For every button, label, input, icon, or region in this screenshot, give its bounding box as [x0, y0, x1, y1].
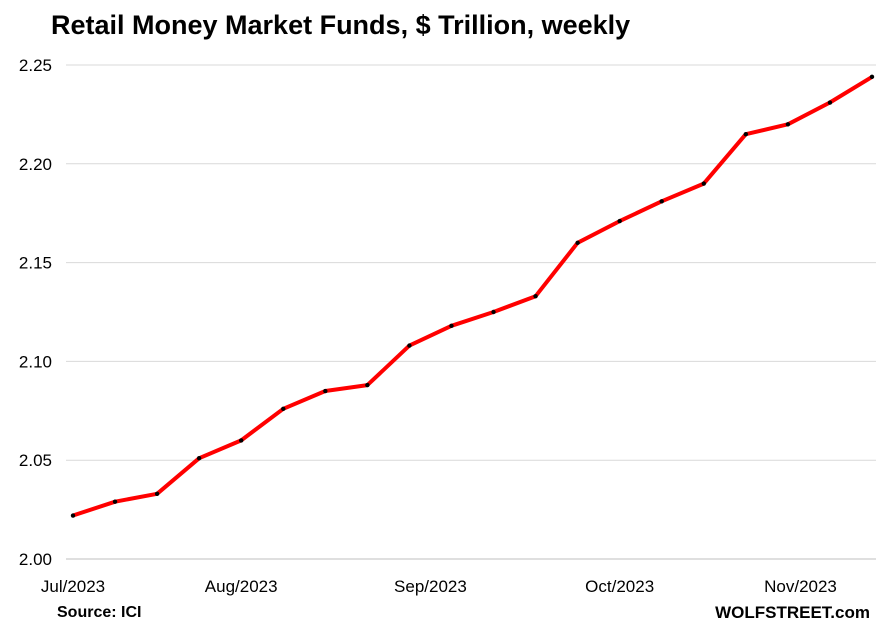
chart-title: Retail Money Market Funds, $ Trillion, w…: [51, 10, 631, 40]
y-axis-ticks: 2.00 2.05 2.10 2.15 2.20 2.25: [19, 56, 52, 569]
data-point: [701, 181, 706, 186]
data-point: [196, 456, 202, 461]
data-point: [407, 343, 412, 348]
x-tick-label: Aug/2023: [205, 577, 278, 596]
data-point: [154, 491, 160, 496]
x-axis-ticks: Jul/2023 Aug/2023 Sep/2023 Oct/2023 Nov/2023: [41, 577, 837, 596]
data-point: [491, 309, 496, 315]
source-note: Source: ICI: [57, 604, 142, 621]
y-tick-label: 2.00: [19, 550, 52, 569]
y-tick-label: 2.15: [19, 254, 52, 273]
series-line: [72, 75, 874, 518]
data-point: [323, 388, 328, 394]
data-point: [449, 323, 454, 329]
data-point: [575, 240, 580, 246]
series-layer: [70, 74, 875, 518]
x-tick-label: Oct/2023: [585, 577, 654, 596]
brand-note: WOLFSTREET.com: [715, 603, 870, 622]
x-tick-label: Sep/2023: [394, 577, 467, 596]
data-point: [239, 438, 244, 443]
y-tick-label: 2.05: [19, 451, 52, 470]
y-tick-label: 2.25: [19, 56, 52, 75]
x-tick-label: Jul/2023: [41, 577, 105, 596]
data-point: [659, 199, 664, 204]
data-point: [365, 382, 370, 388]
y-tick-label: 2.10: [19, 352, 52, 371]
data-point: [827, 100, 833, 105]
gridlines: [66, 64, 876, 560]
data-point: [617, 218, 622, 224]
data-point: [785, 122, 791, 127]
data-point: [281, 406, 286, 412]
data-point: [112, 499, 118, 504]
data-point: [869, 74, 875, 80]
data-point: [533, 293, 538, 299]
y-tick-label: 2.20: [19, 155, 52, 174]
data-point: [70, 513, 76, 518]
data-point: [743, 131, 749, 137]
x-tick-label: Nov/2023: [764, 577, 837, 596]
